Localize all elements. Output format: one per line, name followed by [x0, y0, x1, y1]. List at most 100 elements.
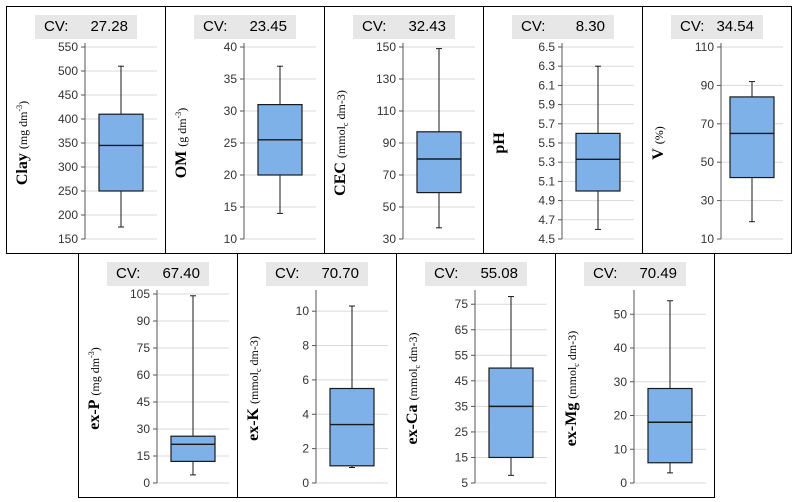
boxplot-svg: 10 15 20 25 30 35 40 OM(g dm-3) — [173, 40, 316, 246]
y-axis-label: Clay(mg dm-3) — [14, 101, 31, 185]
iqr-box — [98, 113, 144, 192]
y-tick-label: 20 — [614, 409, 628, 423]
cv-header: CV: 55.08 — [425, 262, 527, 286]
y-tick-label: 6.5 — [538, 40, 555, 54]
cv-header: CV: 23.45 — [194, 15, 296, 39]
cv-header: CV: 32.43 — [353, 15, 455, 39]
y-tick-label: 15 — [455, 450, 469, 464]
cv-header: CV: 70.70 — [266, 262, 368, 286]
cv-label: CV: — [593, 265, 618, 282]
y-tick-label: 35 — [455, 399, 469, 413]
y-tick-label: 2 — [302, 442, 309, 456]
cv-header: CV: 8.30 — [512, 15, 614, 39]
cv-value: 32.43 — [408, 18, 446, 35]
boxplot-svg: 30 50 70 90 110 130 150 CEC(mmolc dm-3) — [332, 40, 475, 246]
y-tick-label: 90 — [137, 314, 151, 328]
y-tick-label: 6.1 — [538, 78, 555, 92]
y-tick-label: 110 — [377, 104, 396, 118]
y-tick-label: 50 — [701, 155, 715, 169]
y-tick-label: 50 — [383, 200, 397, 214]
boxplot-svg: 150 200 250 300 350 400 450 500 550 Clay(mg dm-3) — [14, 40, 157, 246]
y-tick-label: 250 — [58, 184, 78, 198]
y-tick-label: 0 — [620, 476, 627, 490]
y-axis-label: V(%) — [650, 126, 667, 160]
y-tick-label: 350 — [58, 136, 78, 150]
y-tick-label: 50 — [614, 307, 628, 321]
boxplot-svg: 5 15 25 35 45 55 65 75 ex-Ca(mmolc dm-3) — [404, 290, 547, 490]
y-axis-label: ex-Ca(mmolc dm-3) — [404, 333, 422, 445]
y-tick-label: 45 — [137, 395, 151, 409]
y-tick-label: 5 — [461, 476, 468, 490]
cv-label: CV: — [680, 18, 705, 35]
y-tick-label: 300 — [58, 160, 78, 174]
iqr-box — [416, 131, 462, 194]
y-tick-label: 25 — [224, 136, 238, 150]
y-tick-label: 20 — [224, 168, 238, 182]
y-tick-label: 45 — [455, 374, 469, 388]
cv-value: 8.30 — [575, 18, 605, 35]
y-tick-label: 30 — [224, 104, 238, 118]
y-tick-label: 400 — [58, 112, 78, 126]
iqr-box — [488, 367, 534, 459]
cv-value: 23.45 — [249, 18, 287, 35]
cv-label: CV: — [203, 18, 228, 35]
iqr-box — [329, 387, 375, 467]
boxplot-svg: 0 2 4 6 8 10 ex-K(mmolc dm-3) — [245, 290, 388, 490]
y-tick-label: 150 — [376, 40, 396, 54]
y-tick-label: 4.5 — [538, 232, 555, 246]
panel-ex-mg: CV: 70.49 0 10 20 30 40 50 ex-Mg(mmolc dm-3) — [555, 253, 715, 498]
panel-ex-p: CV: 67.40 0 15 30 45 60 75 90 105 ex-P(mg dm-3) — [78, 253, 238, 498]
boxplot-svg: 10 30 50 70 90 110 V(%) — [650, 40, 783, 246]
y-tick-label: 4.9 — [538, 194, 555, 208]
cv-label: CV: — [275, 265, 300, 282]
y-tick-label: 25 — [455, 425, 469, 439]
panel-om: CV: 23.45 10 15 20 25 30 35 40 OM(g dm-3) — [165, 6, 325, 254]
cv-header: CV: 70.49 — [584, 262, 686, 286]
cv-label: CV: — [434, 265, 459, 282]
y-tick-label: 6.3 — [538, 59, 555, 73]
y-tick-label: 10 — [224, 232, 238, 246]
y-tick-label: 10 — [614, 442, 628, 456]
y-axis-label: OM(g dm-3) — [173, 108, 190, 179]
y-tick-label: 10 — [701, 232, 715, 246]
y-tick-label: 35 — [224, 72, 238, 86]
y-tick-label: 105 — [130, 287, 150, 301]
cv-label: CV: — [362, 18, 387, 35]
y-tick-label: 550 — [58, 40, 78, 54]
y-tick-label: 150 — [58, 232, 78, 246]
y-tick-label: 15 — [137, 449, 151, 463]
panel-ph: CV: 8.30 4.5 4.7 4.9 5.1 5.3 5.5 5.7 5.9 6.1 6.3 6.5… — [483, 6, 643, 254]
y-tick-label: 90 — [383, 136, 397, 150]
cv-value: 67.40 — [162, 265, 200, 282]
y-axis-label: ex-K(mmolc dm-3) — [245, 336, 263, 441]
panel-clay: CV: 27.28 150 200 250 300 350 400 450 500 550 Clay(… — [6, 6, 166, 254]
y-tick-label: 5.5 — [538, 136, 555, 150]
y-tick-label: 130 — [376, 72, 396, 86]
y-tick-label: 200 — [58, 208, 78, 222]
iqr-box — [647, 387, 693, 464]
y-tick-label: 75 — [137, 341, 151, 355]
cv-value: 34.54 — [716, 18, 754, 35]
y-tick-label: 70 — [701, 117, 715, 131]
y-tick-label: 60 — [137, 368, 151, 382]
y-tick-label: 30 — [383, 232, 397, 246]
cv-label: CV: — [521, 18, 546, 35]
boxplot-svg: 4.5 4.7 4.9 5.1 5.3 5.5 5.7 5.9 6.1 6.3 6.5 pH — [491, 40, 634, 246]
cv-value: 70.70 — [321, 265, 359, 282]
y-tick-label: 75 — [455, 297, 469, 311]
y-tick-label: 5.9 — [538, 98, 555, 112]
y-tick-label: 40 — [614, 341, 628, 355]
cv-value: 27.28 — [90, 18, 128, 35]
y-tick-label: 8 — [302, 339, 309, 353]
panel-ex-k: CV: 70.70 0 2 4 6 8 10 ex-K(mmolc dm-3) — [237, 253, 397, 498]
y-tick-label: 500 — [58, 64, 78, 78]
y-tick-label: 5.3 — [538, 155, 555, 169]
y-tick-label: 6 — [302, 373, 309, 387]
y-tick-label: 65 — [455, 323, 469, 337]
y-tick-label: 55 — [455, 348, 469, 362]
iqr-box — [170, 435, 216, 462]
y-tick-label: 90 — [701, 78, 715, 92]
y-tick-label: 0 — [143, 476, 150, 490]
panel-cec: CV: 32.43 30 50 70 90 110 130 150 CEC(mmolc dm-3) — [324, 6, 484, 254]
y-tick-label: 5.7 — [538, 117, 555, 131]
